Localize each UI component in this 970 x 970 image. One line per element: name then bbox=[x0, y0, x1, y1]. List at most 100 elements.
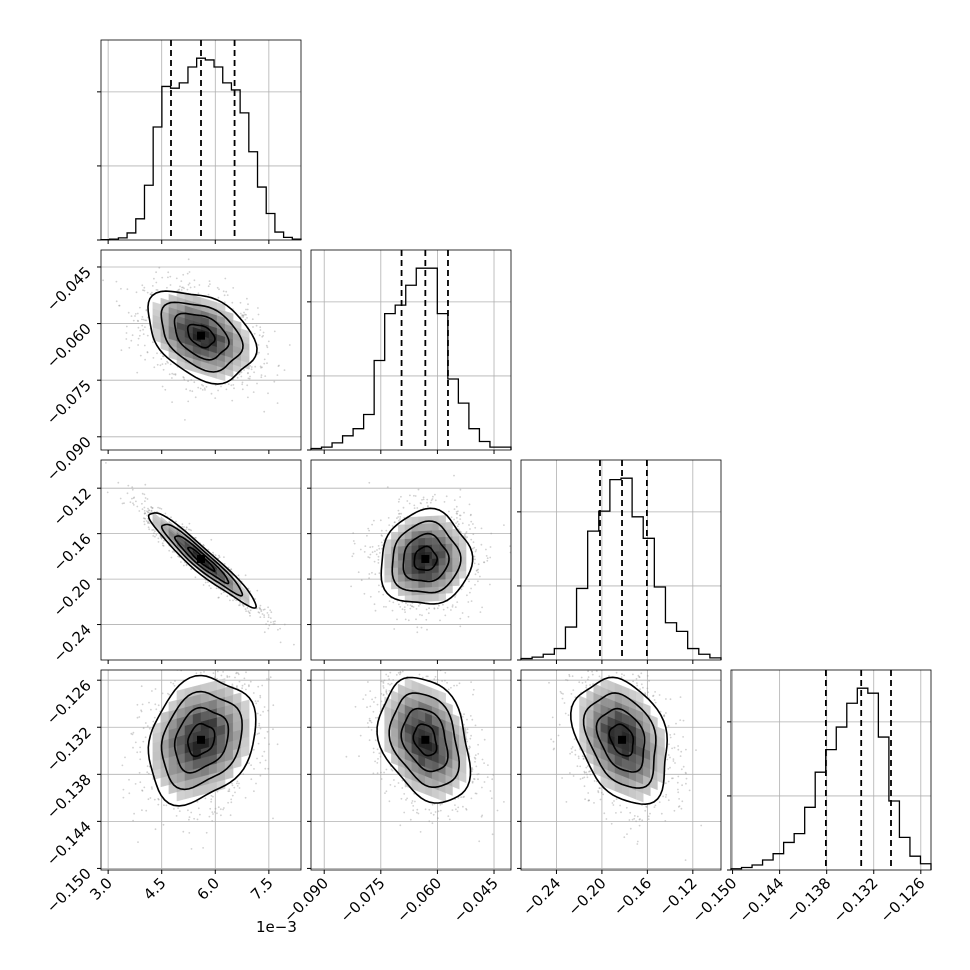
scatter-point bbox=[212, 665, 214, 667]
scatter-point bbox=[270, 621, 272, 624]
scatter-point bbox=[157, 803, 160, 806]
scatter-point bbox=[263, 608, 266, 611]
scatter-point bbox=[258, 334, 261, 337]
scatter-point bbox=[254, 598, 257, 600]
scatter-point bbox=[143, 289, 146, 292]
scatter-point bbox=[249, 609, 252, 612]
scatter-point bbox=[134, 315, 136, 317]
contour-line-1 bbox=[160, 523, 244, 597]
scatter-point bbox=[174, 680, 176, 682]
scatter-point bbox=[198, 284, 201, 286]
scatter-point bbox=[269, 609, 272, 612]
scatter-point bbox=[197, 292, 200, 295]
scatter-point bbox=[144, 512, 147, 515]
scatter-point bbox=[259, 326, 262, 329]
scatter-point bbox=[135, 291, 138, 294]
scatter-point bbox=[267, 767, 270, 770]
scatter-point bbox=[190, 568, 192, 571]
scatter-point bbox=[212, 551, 214, 554]
scatter-point bbox=[276, 402, 279, 404]
scatter-point bbox=[231, 784, 234, 787]
scatter-point bbox=[120, 349, 123, 352]
scatter-point bbox=[145, 319, 148, 322]
scatter-point bbox=[199, 671, 202, 674]
scatter-point bbox=[183, 287, 185, 290]
scatter-point bbox=[147, 522, 150, 524]
scatter-point bbox=[159, 535, 162, 538]
scatter-point bbox=[230, 798, 233, 801]
scatter-point bbox=[168, 549, 171, 552]
scatter-point bbox=[133, 496, 136, 499]
scatter-point bbox=[146, 510, 148, 513]
scatter-point bbox=[220, 674, 223, 677]
scatter-point bbox=[218, 554, 220, 557]
scatter-point bbox=[201, 383, 203, 386]
scatter-point bbox=[133, 812, 136, 815]
scatter-point bbox=[209, 649, 211, 651]
scatter-point bbox=[142, 727, 145, 730]
scatter-point bbox=[152, 535, 155, 537]
scatter-point bbox=[183, 378, 186, 381]
scatter-point bbox=[208, 584, 211, 587]
scatter-point bbox=[246, 297, 248, 300]
scatter-point bbox=[143, 517, 146, 520]
scatter-point bbox=[167, 362, 169, 364]
scatter-point bbox=[142, 517, 145, 520]
scatter-point bbox=[210, 800, 213, 803]
scatter-point bbox=[264, 375, 267, 377]
scatter-point bbox=[137, 344, 140, 346]
scatter-point bbox=[144, 483, 147, 486]
scatter-point bbox=[255, 324, 258, 327]
scatter-point bbox=[230, 801, 233, 804]
scatter-point bbox=[229, 656, 231, 658]
scatter-point bbox=[138, 716, 141, 718]
scatter-point bbox=[216, 670, 219, 673]
scatter-point bbox=[243, 677, 246, 680]
scatter-point bbox=[262, 334, 264, 337]
scatter-point bbox=[244, 796, 247, 799]
scatter-point bbox=[245, 610, 248, 612]
scatter-point bbox=[190, 529, 193, 532]
scatter-point bbox=[143, 286, 146, 289]
scatter-point bbox=[258, 606, 261, 609]
scatter-point bbox=[242, 773, 245, 775]
scatter-point bbox=[216, 812, 218, 815]
y-tick-label: −0.075 bbox=[43, 376, 95, 428]
scatter-point bbox=[169, 284, 172, 286]
scatter-point bbox=[268, 678, 270, 681]
scatter-point bbox=[242, 314, 245, 317]
scatter-point bbox=[272, 728, 274, 730]
scatter-point bbox=[142, 333, 145, 335]
scatter-point bbox=[148, 727, 151, 730]
scatter-point bbox=[128, 792, 131, 795]
scatter-point bbox=[250, 667, 252, 669]
scatter-point bbox=[153, 277, 155, 280]
scatter-point bbox=[283, 369, 286, 371]
scatter-point bbox=[238, 680, 241, 683]
scatter-point bbox=[177, 555, 180, 558]
scatter-point bbox=[146, 765, 149, 768]
scatter-point bbox=[142, 289, 144, 292]
scatter-point bbox=[188, 282, 191, 285]
scatter-point bbox=[267, 620, 269, 623]
scatter-point bbox=[127, 311, 130, 314]
scatter-point bbox=[141, 324, 144, 327]
scatter-point bbox=[137, 841, 139, 843]
scatter-point bbox=[147, 772, 150, 775]
histogram-panel-2 bbox=[517, 459, 722, 664]
scatter-point bbox=[170, 681, 172, 684]
scatter-point bbox=[229, 814, 232, 817]
scatter-point bbox=[250, 764, 253, 767]
scatter-point bbox=[188, 832, 191, 834]
scatter-point bbox=[227, 790, 230, 793]
scatter-point bbox=[165, 650, 167, 652]
scatter-point bbox=[194, 576, 197, 579]
scatter-point bbox=[170, 556, 173, 559]
scatter-point bbox=[241, 603, 244, 606]
scatter-point bbox=[155, 281, 158, 284]
scatter-point bbox=[201, 389, 204, 391]
scatter-point bbox=[247, 377, 250, 380]
scatter-point bbox=[222, 290, 225, 293]
scatter-point bbox=[267, 392, 269, 395]
